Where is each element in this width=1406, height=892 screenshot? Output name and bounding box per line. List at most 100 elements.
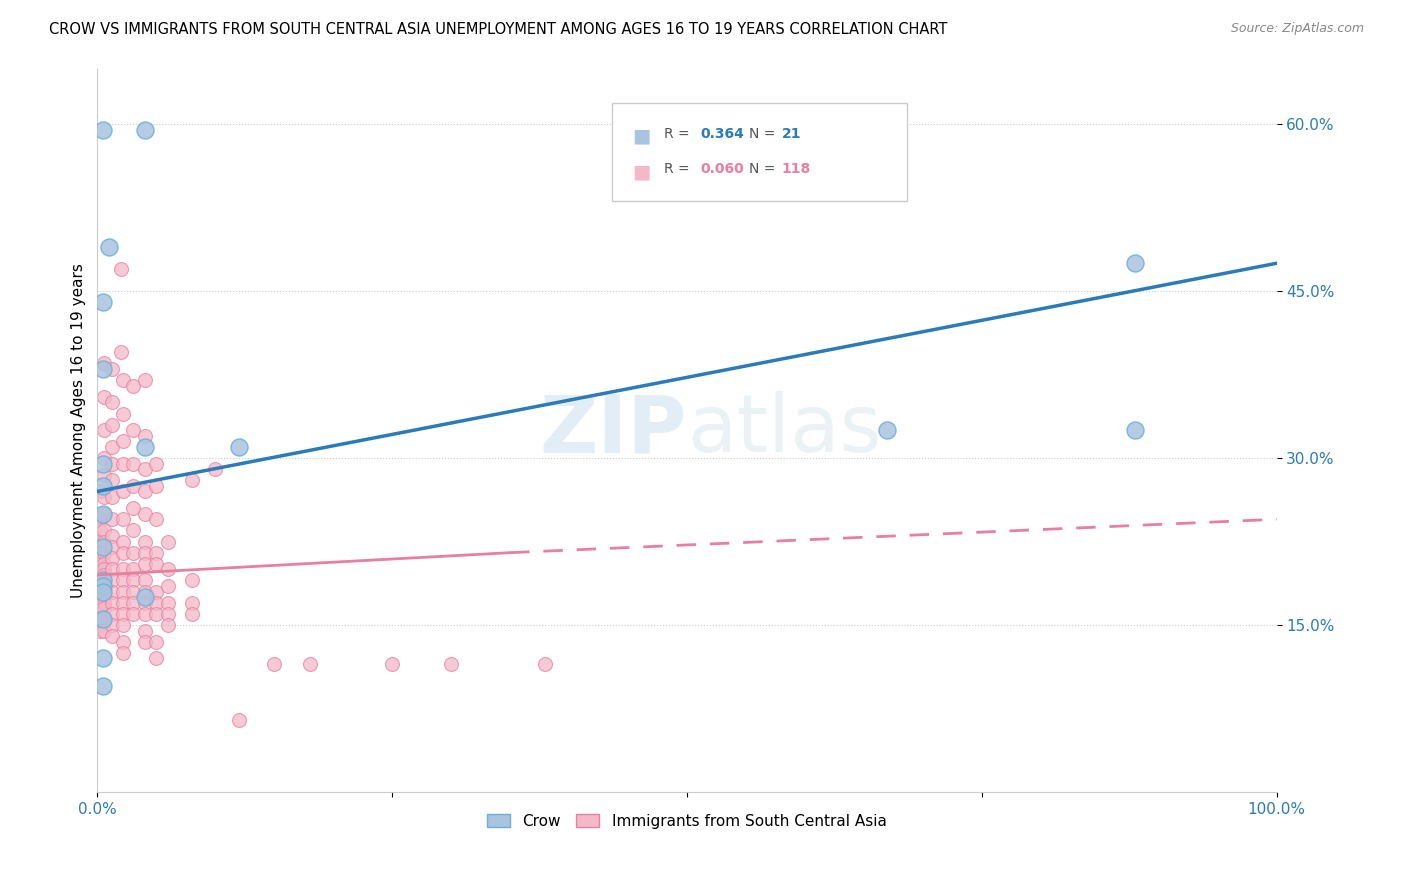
- Point: [89, 557, 111, 571]
- Point: [121, 562, 143, 576]
- Point: [440, 657, 463, 671]
- Text: Source: ZipAtlas.com: Source: ZipAtlas.com: [1230, 22, 1364, 36]
- Point: [134, 574, 156, 588]
- Point: [89, 624, 111, 638]
- Point: [134, 507, 156, 521]
- Point: [100, 362, 122, 376]
- Point: [134, 590, 156, 604]
- Point: [263, 657, 285, 671]
- Point: [134, 440, 156, 454]
- Point: [100, 395, 122, 409]
- Text: atlas: atlas: [688, 392, 882, 469]
- Point: [157, 607, 180, 621]
- Point: [112, 596, 135, 610]
- Point: [134, 557, 156, 571]
- Point: [100, 584, 122, 599]
- Text: 0.364: 0.364: [700, 127, 744, 141]
- Point: [112, 512, 135, 526]
- Point: [93, 562, 115, 576]
- Point: [134, 462, 156, 476]
- Point: [93, 584, 115, 599]
- Point: [93, 546, 115, 560]
- Point: [121, 457, 143, 471]
- Point: [134, 624, 156, 638]
- Point: [100, 512, 122, 526]
- Point: [121, 479, 143, 493]
- Point: [91, 457, 114, 471]
- Point: [228, 440, 250, 454]
- Point: [93, 590, 115, 604]
- Point: [145, 634, 167, 648]
- Point: [93, 601, 115, 615]
- Point: [91, 540, 114, 554]
- Point: [121, 423, 143, 437]
- Point: [134, 546, 156, 560]
- Point: [121, 574, 143, 588]
- Point: [228, 713, 250, 727]
- Text: R =: R =: [664, 127, 693, 141]
- Point: [100, 551, 122, 566]
- Point: [1123, 423, 1146, 437]
- Point: [91, 122, 114, 136]
- Point: [110, 261, 132, 276]
- Point: [145, 584, 167, 599]
- Point: [91, 679, 114, 693]
- Point: [93, 596, 115, 610]
- Point: [93, 423, 115, 437]
- Point: [381, 657, 404, 671]
- Point: [121, 596, 143, 610]
- Point: [112, 618, 135, 632]
- Point: [91, 579, 114, 593]
- Point: [100, 417, 122, 432]
- Point: [100, 596, 122, 610]
- Point: [89, 612, 111, 626]
- Text: 21: 21: [782, 127, 801, 141]
- Point: [98, 239, 121, 253]
- Point: [121, 546, 143, 560]
- Point: [89, 524, 111, 538]
- Point: [89, 574, 111, 588]
- Point: [121, 378, 143, 392]
- Legend: Crow, Immigrants from South Central Asia: Crow, Immigrants from South Central Asia: [481, 807, 893, 835]
- Point: [91, 362, 114, 376]
- Point: [110, 345, 132, 359]
- Point: [93, 568, 115, 582]
- Point: [91, 651, 114, 665]
- Point: [157, 579, 180, 593]
- Point: [89, 618, 111, 632]
- Point: [91, 295, 114, 310]
- Point: [180, 596, 202, 610]
- Point: [100, 562, 122, 576]
- Point: [93, 557, 115, 571]
- Point: [134, 484, 156, 499]
- Point: [112, 484, 135, 499]
- Point: [89, 607, 111, 621]
- Point: [112, 534, 135, 549]
- Point: [157, 562, 180, 576]
- Point: [89, 562, 111, 576]
- Text: 0.060: 0.060: [700, 162, 744, 177]
- Point: [145, 457, 167, 471]
- Point: [134, 534, 156, 549]
- Point: [121, 607, 143, 621]
- Point: [93, 490, 115, 504]
- Point: [157, 534, 180, 549]
- Point: [121, 584, 143, 599]
- Point: [93, 574, 115, 588]
- Point: [112, 607, 135, 621]
- Point: [112, 634, 135, 648]
- Point: [145, 479, 167, 493]
- Point: [100, 540, 122, 554]
- Point: [91, 574, 114, 588]
- Point: [100, 440, 122, 454]
- Point: [91, 507, 114, 521]
- Point: [100, 574, 122, 588]
- Text: N =: N =: [749, 127, 780, 141]
- Point: [100, 490, 122, 504]
- Point: [91, 612, 114, 626]
- Point: [145, 651, 167, 665]
- Point: [112, 574, 135, 588]
- Point: [93, 507, 115, 521]
- Point: [157, 618, 180, 632]
- Text: CROW VS IMMIGRANTS FROM SOUTH CENTRAL ASIA UNEMPLOYMENT AMONG AGES 16 TO 19 YEAR: CROW VS IMMIGRANTS FROM SOUTH CENTRAL AS…: [49, 22, 948, 37]
